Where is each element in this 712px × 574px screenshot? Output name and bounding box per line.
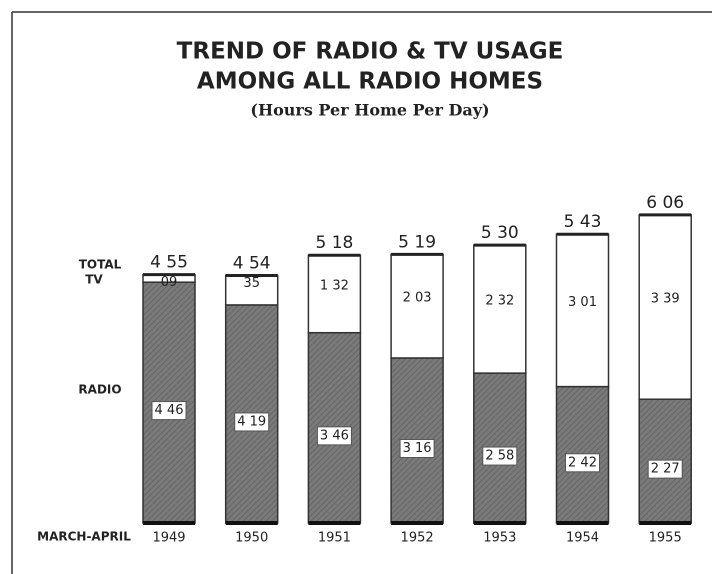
total-label: 6 06 bbox=[646, 193, 684, 213]
x-tick-label: 1955 bbox=[649, 531, 682, 546]
total-label: 4 54 bbox=[233, 253, 271, 273]
bar-segment bbox=[638, 214, 692, 400]
total-label: 5 43 bbox=[564, 212, 602, 232]
total-label: TOTAL bbox=[79, 258, 122, 272]
label-box bbox=[316, 426, 352, 446]
value-label: 1 32 bbox=[320, 278, 349, 293]
label-box bbox=[151, 401, 187, 421]
value-label: 2 27 bbox=[651, 462, 680, 477]
chart-title: AMONG ALL RADIO HOMES bbox=[197, 69, 543, 95]
label-box bbox=[482, 446, 518, 466]
value-label: 2 03 bbox=[403, 291, 432, 306]
x-axis-label: MARCH-APRIL bbox=[37, 530, 131, 544]
x-tick-label: 1949 bbox=[152, 531, 185, 546]
value-label: 4 46 bbox=[155, 403, 184, 418]
bar-segment bbox=[473, 244, 527, 374]
value-label: 2 32 bbox=[485, 294, 514, 309]
bar-segment bbox=[555, 233, 610, 388]
x-tick-label: 1950 bbox=[235, 531, 268, 546]
label-box bbox=[565, 453, 600, 473]
value-label: 2 42 bbox=[568, 455, 597, 470]
value-label: 35 bbox=[243, 276, 260, 291]
value-label: 09 bbox=[161, 275, 178, 290]
x-tick-label: 1952 bbox=[401, 531, 434, 546]
x-tick-label: 1954 bbox=[566, 531, 599, 546]
legend-label: TV bbox=[85, 273, 103, 287]
total-label: 5 19 bbox=[398, 232, 436, 252]
chart-subtitle: (Hours Per Home Per Day) bbox=[250, 101, 489, 120]
value-label: 2 58 bbox=[485, 449, 514, 464]
value-label: 3 39 bbox=[651, 292, 680, 307]
label-box bbox=[234, 412, 270, 432]
x-tick-label: 1951 bbox=[318, 531, 351, 546]
label-box bbox=[399, 438, 435, 458]
x-tick-label: 1953 bbox=[483, 531, 516, 546]
total-label: 5 30 bbox=[481, 223, 519, 243]
legend-label: RADIO bbox=[78, 383, 121, 397]
chart-title: TREND OF RADIO & TV USAGE bbox=[177, 39, 564, 65]
label-box bbox=[647, 459, 683, 479]
total-label: 4 55 bbox=[150, 253, 188, 273]
value-label: 3 01 bbox=[568, 295, 597, 310]
bar-segment bbox=[307, 254, 362, 334]
value-label: 3 46 bbox=[320, 428, 349, 443]
bar-segment bbox=[390, 253, 444, 359]
value-label: 3 16 bbox=[403, 441, 432, 456]
total-label: 5 18 bbox=[315, 233, 353, 253]
value-label: 4 19 bbox=[237, 414, 266, 429]
